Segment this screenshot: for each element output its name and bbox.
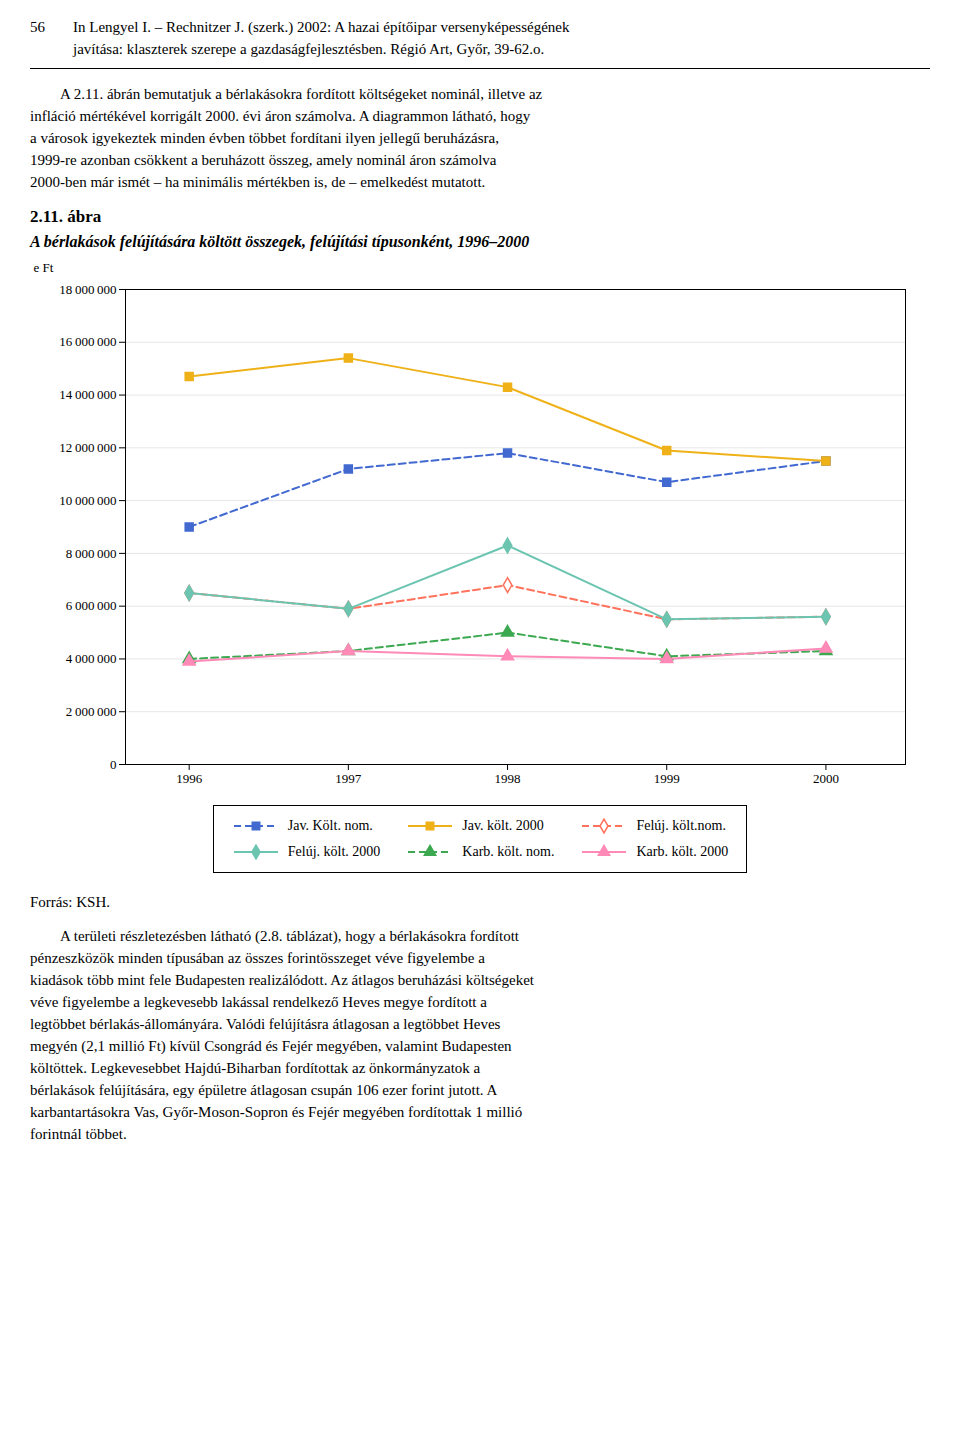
svg-text:1999: 1999 xyxy=(654,771,680,786)
html-text:karbantartásokra Vas, Győr-Mos: karbantartásokra Vas, Győr-Moson-Sopron … xyxy=(30,1104,523,1120)
svg-text:2000: 2000 xyxy=(813,771,839,786)
html-text:2.11. ábra: 2.11. ábra xyxy=(30,207,102,226)
html-text:Karb. költ. nom.: Karb. költ. nom. xyxy=(462,844,555,859)
svg-text:18 000 000: 18 000 000 xyxy=(59,282,116,297)
html-text:Forrás: KSH.: Forrás: KSH. xyxy=(30,894,110,910)
html-text:forintnál többet.: forintnál többet. xyxy=(30,1126,127,1142)
html-text:Felúj. költ.nom.: Felúj. költ.nom. xyxy=(636,818,726,833)
html-text:A bérlakások felújítására költ: A bérlakások felújítására költött összeg… xyxy=(30,233,530,250)
html-text:véve figyelembe a legkevesebb: véve figyelembe a legkevesebb lakással r… xyxy=(30,994,487,1010)
html-text:legtöbbet bérlakás-állományára: legtöbbet bérlakás-állományára. Valódi f… xyxy=(30,1016,501,1032)
html-text:Jav. költ. 2000: Jav. költ. 2000 xyxy=(462,818,544,833)
html-text:Felúj. költ. 2000: Felúj. költ. 2000 xyxy=(287,844,381,859)
svg-text:1997: 1997 xyxy=(335,771,362,786)
svg-text:14 000 000: 14 000 000 xyxy=(59,387,116,402)
svg-text:16 000 000: 16 000 000 xyxy=(59,334,116,349)
html-text:56: 56 xyxy=(30,19,45,35)
svg-text:10 000 000: 10 000 000 xyxy=(59,493,116,508)
svg-text:2 000 000: 2 000 000 xyxy=(66,704,117,719)
html-text:A területi részletezésben láth: A területi részletezésben látható (2.8. … xyxy=(60,928,519,944)
svg-text:0: 0 xyxy=(110,757,117,772)
html-text:pénzeszközök minden típusában: pénzeszközök minden típusában az összes … xyxy=(30,950,485,966)
svg-text:1998: 1998 xyxy=(495,771,521,786)
svg-text:12 000 000: 12 000 000 xyxy=(59,440,116,455)
svg-text:8 000 000: 8 000 000 xyxy=(66,546,117,561)
html-text:Jav. Költ. nom.: Jav. Költ. nom. xyxy=(287,818,373,833)
svg-text:4 000 000: 4 000 000 xyxy=(66,651,117,666)
html-text:Karb. költ. 2000: Karb. költ. 2000 xyxy=(636,844,729,859)
html-text:A 2.11. ábrán bemutatjuk a bér: A 2.11. ábrán bemutatjuk a bérlakásokra … xyxy=(60,86,543,102)
html-text:1999-re azonban csökkent a ber: 1999-re azonban csökkent a beruházott ös… xyxy=(30,152,497,168)
svg-text:e Ft: e Ft xyxy=(34,260,54,275)
svg-text:1996: 1996 xyxy=(176,771,203,786)
html-text:a városok igyekeztek minden év: a városok igyekeztek minden évben többet… xyxy=(30,130,499,146)
html-text:megyén (2,1 millió Ft) kívül C: megyén (2,1 millió Ft) kívül Csongrád és… xyxy=(30,1038,512,1054)
html-text:kiadások több mint fele Budape: kiadások több mint fele Budapesten reali… xyxy=(30,972,534,988)
html-text:költöttek. Legkevesebbet Hajdú: költöttek. Legkevesebbet Hajdú-Biharban … xyxy=(30,1060,481,1076)
html-text:2000-ben már ismét – ha minimá: 2000-ben már ismét – ha minimális mérték… xyxy=(30,174,486,190)
svg-text:6 000 000: 6 000 000 xyxy=(66,598,117,613)
html-text:infláció mértékével korrigált: infláció mértékével korrigált 2000. évi … xyxy=(30,108,531,124)
html-text:javítása: klaszterek szerepe a: javítása: klaszterek szerepe a gazdaságf… xyxy=(73,41,545,57)
html-text:In Lengyel I. – Rechnitzer J.: In Lengyel I. – Rechnitzer J. (szerk.) 2… xyxy=(73,19,570,35)
html-text:bérlakások felújítására, egy é: bérlakások felújítására, egy épületre át… xyxy=(30,1082,498,1098)
